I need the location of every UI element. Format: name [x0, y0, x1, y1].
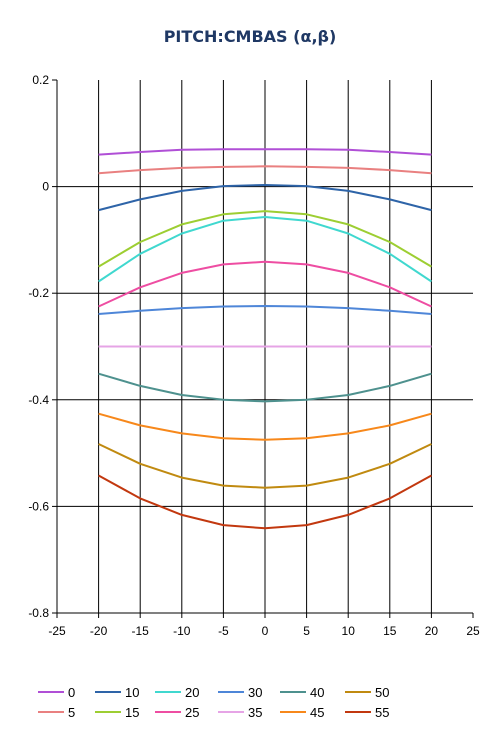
axes: 0.2 0 -0.2 -0.4 -0.6 -0.8 -25 -20 -15 -10 -5 0 5 10 15… [28, 73, 480, 638]
legend-item-10: 10 [95, 685, 139, 700]
x-tick-label: -10 [173, 624, 191, 638]
x-tick-label: 20 [425, 624, 439, 638]
x-tick-label: -25 [48, 624, 66, 638]
x-tick-label: 15 [383, 624, 397, 638]
legend-item-50: 50 [345, 685, 389, 700]
legend-item-0: 0 [38, 685, 75, 700]
legend-label: 40 [310, 685, 324, 700]
legend-label: 5 [68, 705, 75, 720]
legend-label: 50 [375, 685, 389, 700]
chart-title: PITCH:CMBAS (α,β) [164, 27, 337, 46]
x-tick-label: -15 [132, 624, 150, 638]
y-tick-label: -0.2 [28, 286, 49, 300]
y-tick-label: -0.8 [28, 606, 49, 620]
y-tick-label: 0 [42, 180, 49, 194]
legend-item-40: 40 [280, 685, 324, 700]
x-tick-label: -20 [90, 624, 108, 638]
legend-item-35: 35 [218, 705, 262, 720]
legend-item-20: 20 [155, 685, 199, 700]
x-tick-label: -5 [218, 624, 229, 638]
legend-label: 10 [125, 685, 139, 700]
legend-label: 45 [310, 705, 324, 720]
legend-label: 25 [185, 705, 199, 720]
legend-label: 15 [125, 705, 139, 720]
legend-label: 20 [185, 685, 199, 700]
y-tick-label: 0.2 [32, 73, 49, 87]
y-tick-label: -0.4 [28, 393, 49, 407]
legend-label: 30 [248, 685, 262, 700]
x-tick-label: 10 [342, 624, 356, 638]
legend-label: 0 [68, 685, 75, 700]
legend-item-30: 30 [218, 685, 262, 700]
legend-item-45: 45 [280, 705, 324, 720]
y-tick-label: -0.6 [28, 499, 49, 513]
legend-item-25: 25 [155, 705, 199, 720]
x-tick-label: 25 [466, 624, 480, 638]
legend: 0 5 10 15 20 25 30 35 40 45 50 55 [38, 685, 389, 720]
legend-label: 55 [375, 705, 389, 720]
legend-label: 35 [248, 705, 262, 720]
x-tick-label: 5 [303, 624, 310, 638]
legend-item-55: 55 [345, 705, 389, 720]
x-tick-label: 0 [262, 624, 269, 638]
legend-item-15: 15 [95, 705, 139, 720]
legend-item-5: 5 [38, 705, 75, 720]
